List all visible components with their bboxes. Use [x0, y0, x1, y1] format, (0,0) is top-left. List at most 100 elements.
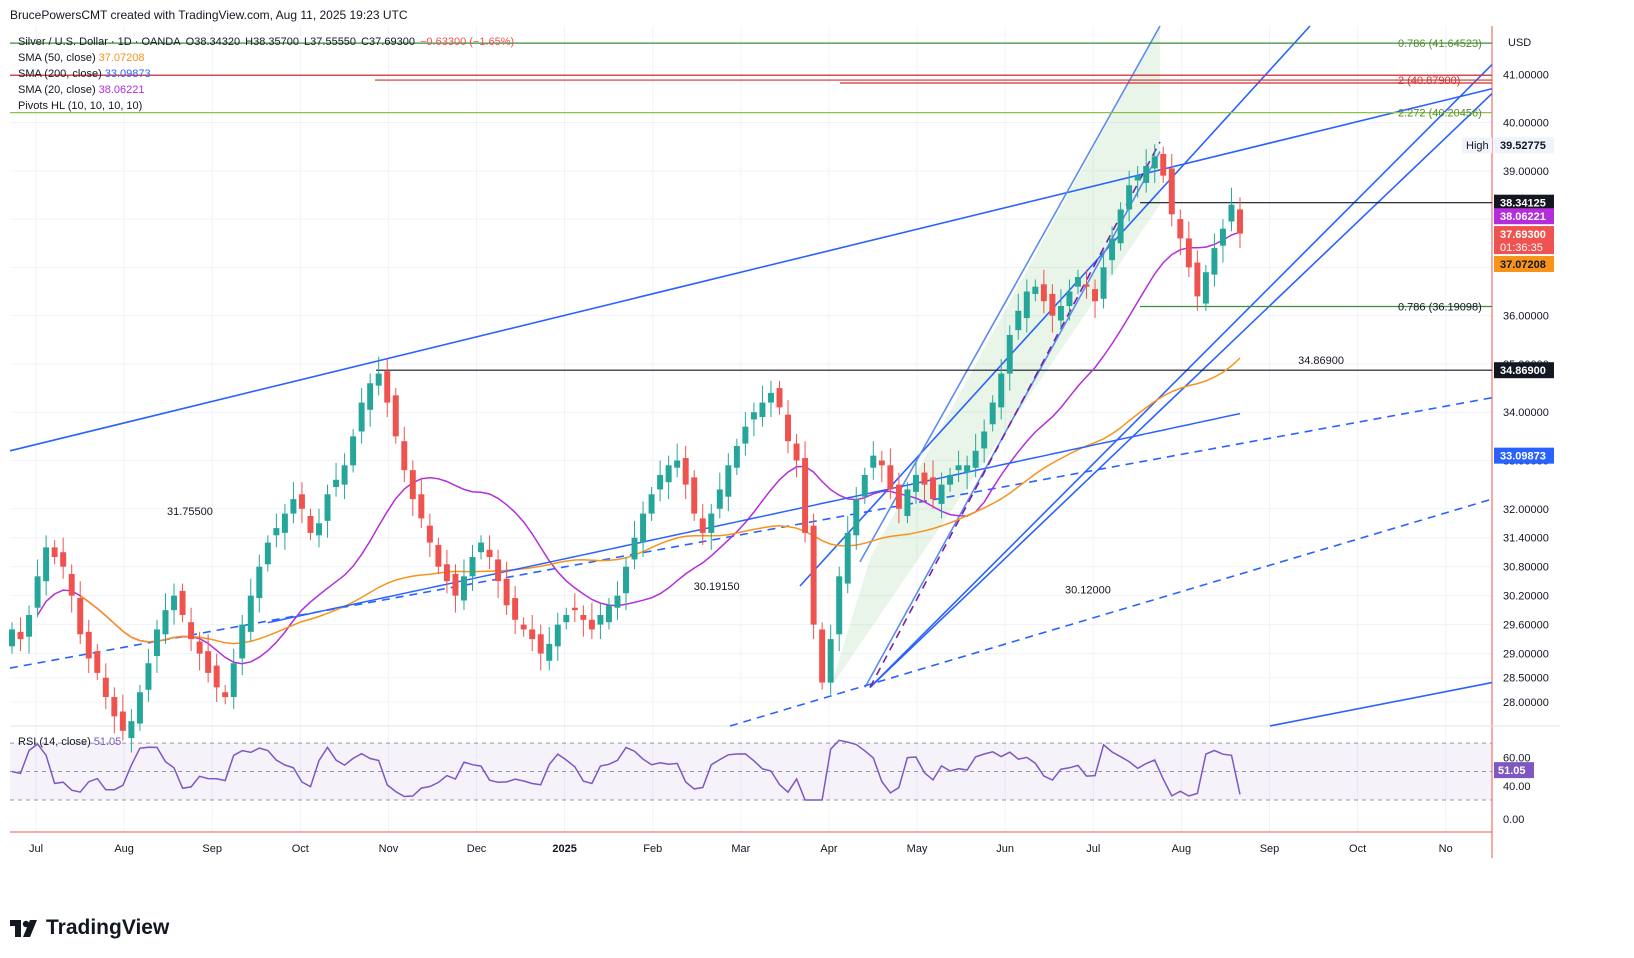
candle-body — [290, 499, 297, 514]
time-tick: Jul — [29, 843, 43, 855]
candle-body — [460, 576, 467, 601]
rsi-legend[interactable]: RSI (14, close) 51.05 — [18, 736, 121, 748]
candle-body — [861, 474, 868, 497]
candle-body — [34, 576, 41, 608]
symbol-name[interactable]: Silver / U.S. Dollar · 1D · OANDA — [18, 36, 181, 48]
candle-body — [77, 598, 84, 635]
price-badge-text: 38.34125 — [1500, 198, 1546, 210]
ohlc-open: O38.34320 — [185, 36, 241, 48]
candle-body — [51, 547, 58, 558]
price-badge-text: 37.07208 — [1500, 259, 1546, 271]
pivots-legend[interactable]: Pivots HL (10, 10, 10, 10) — [18, 98, 516, 114]
rsi-tick: 60.00 — [1503, 752, 1531, 764]
median-line — [869, 141, 1161, 688]
chart-attribution: BrucePowersCMT created with TradingView.… — [10, 8, 408, 22]
candle-body — [478, 542, 485, 553]
price-badge-bg — [1494, 137, 1554, 154]
sma50-line — [79, 357, 1241, 645]
candle-body — [887, 465, 894, 490]
candle-body — [691, 477, 698, 514]
sma20-legend[interactable]: SMA (20, close) 38.06221 — [18, 82, 516, 98]
price-tick: 29.00000 — [1503, 649, 1549, 661]
candle-body — [333, 479, 340, 488]
candle-body — [793, 443, 800, 461]
price-tick: 41.00000 — [1503, 69, 1549, 81]
price-badge-bg — [1494, 194, 1554, 211]
candle-body — [119, 711, 126, 731]
candle-body — [895, 484, 902, 509]
candle-body — [9, 629, 15, 647]
candle-body — [1237, 209, 1243, 234]
rsi-value: 51.05 — [93, 736, 122, 748]
ohlc-high: H38.35700 — [245, 36, 299, 48]
channel-area — [830, 26, 1160, 688]
price-tick: 30.20000 — [1503, 591, 1549, 603]
bottom-trendline — [1269, 681, 1493, 727]
candle-body — [188, 622, 195, 640]
fib-label: 2 (40.87900) — [1398, 75, 1460, 87]
sma50-label: SMA (50, close) — [18, 52, 96, 64]
candle-body — [1057, 306, 1064, 321]
price-tick: 32.00000 — [1503, 504, 1549, 516]
rsi-badge-text: 51.05 — [1498, 765, 1526, 777]
candle-body — [1092, 289, 1099, 302]
candle-body — [111, 697, 118, 717]
candle-body — [230, 663, 237, 698]
time-tick: Feb — [643, 843, 662, 855]
candle-body — [1049, 293, 1056, 316]
candle-body — [520, 624, 527, 630]
sma50-value: 37.07208 — [98, 52, 145, 64]
candle-body — [171, 595, 178, 611]
candle-body — [972, 450, 979, 468]
candle-body — [699, 518, 706, 533]
price-badge-bg — [1494, 208, 1554, 225]
candle-body — [486, 549, 493, 558]
candle-body — [196, 641, 203, 654]
candle-body — [802, 458, 809, 533]
candle-body — [767, 392, 774, 403]
candle-body — [60, 552, 67, 567]
time-tick: Jun — [996, 843, 1014, 855]
candle-body — [546, 643, 553, 661]
candle-body — [239, 624, 246, 659]
candle-body — [529, 629, 536, 640]
sma20-line — [36, 231, 1241, 665]
chart-legend: Silver / U.S. Dollar · 1D · OANDA O38.34… — [18, 34, 516, 114]
candle-body — [136, 692, 143, 724]
fib-labels: 0.786 (41.64523) 2 (40.87900) 2.272 (40.20… — [1398, 38, 1482, 313]
candle-body — [912, 474, 919, 492]
candle-body — [1151, 156, 1158, 169]
candle-body — [904, 489, 911, 516]
candle-body — [785, 414, 792, 442]
candle-body — [716, 489, 723, 509]
candle-body — [384, 371, 391, 403]
sma50-legend[interactable]: SMA (50, close) 37.07208 — [18, 50, 516, 66]
high-tag: High — [1466, 140, 1489, 152]
rsi-badge-bg — [1494, 762, 1534, 779]
sma200-legend[interactable]: SMA (200, close) 33.09873 — [18, 66, 516, 82]
candle-body — [1202, 272, 1209, 304]
currency-label: USD — [1508, 37, 1531, 49]
candle-body — [708, 513, 715, 533]
price-badge-bg — [1494, 362, 1554, 379]
time-tick: May — [907, 843, 928, 855]
tradingview-logo[interactable]: TradingView — [10, 916, 169, 940]
candle-body — [921, 472, 928, 485]
chart-grid — [10, 26, 1560, 858]
pivot-label: 30.19150 — [694, 581, 740, 593]
candle-body — [1160, 153, 1167, 176]
candle-body — [1083, 284, 1090, 287]
price-badge-text: 38.06221 — [1500, 211, 1546, 223]
candle-body — [819, 629, 826, 683]
price-tick: 40.00000 — [1503, 118, 1549, 130]
candle-body — [947, 474, 954, 485]
fib-label: 0.786 (41.64523) — [1398, 38, 1482, 50]
candle-body — [938, 484, 945, 504]
candle-body — [367, 383, 374, 410]
candle-body — [316, 523, 322, 536]
candle-body — [68, 573, 75, 596]
pivots-label: Pivots HL (10, 10, 10, 10) — [18, 100, 143, 112]
channel-support-1 — [869, 64, 1493, 688]
time-axis[interactable]: Jul Aug Sep Oct Nov Dec 2025 Feb Mar Apr May Jun Jul… — [29, 843, 1453, 855]
